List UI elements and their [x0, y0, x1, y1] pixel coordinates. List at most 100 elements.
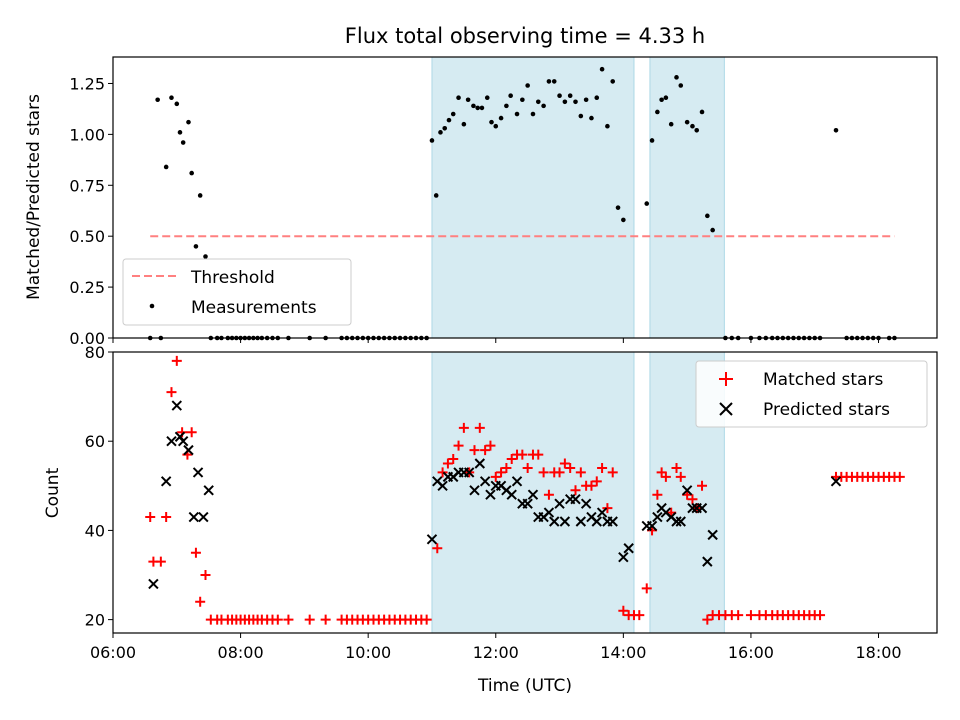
measurement-point — [504, 103, 509, 109]
predicted-star-point — [469, 485, 480, 496]
predicted-star-point — [646, 520, 658, 532]
matched-star-point — [570, 485, 581, 496]
matched-star-point — [815, 610, 826, 621]
measurement-point — [567, 93, 573, 98]
predicted-star-point — [687, 502, 698, 514]
predicted-star-point — [166, 435, 177, 447]
legend-matched-swatch — [719, 372, 733, 386]
measurement-point — [438, 130, 443, 135]
legend-measurements-swatch — [149, 303, 155, 309]
predicted-star-point — [559, 516, 571, 527]
matched-star-point — [586, 480, 597, 491]
predicted-star-point — [652, 511, 663, 523]
predicted-star-point — [171, 400, 183, 411]
matched-star-point — [559, 458, 570, 469]
matched-star-point — [538, 467, 549, 478]
measurement-point — [699, 109, 705, 115]
chart-title: Flux total observing time = 4.33 h — [345, 24, 705, 48]
measurement-point — [551, 79, 557, 84]
measurement-point — [690, 123, 695, 129]
measurement-point — [655, 109, 660, 115]
measurement-point — [446, 117, 452, 123]
matched-star-point — [490, 471, 501, 482]
x-tick-label: 06:00 — [90, 643, 136, 662]
matched-star-point — [496, 467, 507, 478]
predicted-star-point — [671, 516, 682, 527]
measurement-point — [197, 193, 203, 198]
y-tick-label: 1.00 — [69, 125, 105, 144]
measurement-point — [465, 97, 471, 103]
matched-star-point — [437, 467, 448, 478]
matched-star-point — [442, 458, 453, 469]
measurement-point — [450, 111, 456, 117]
predicted-star-point — [707, 529, 718, 541]
predicted-star-point — [188, 511, 200, 523]
measurement-point — [621, 217, 626, 223]
top-x-ticks — [112, 338, 880, 343]
measurement-point — [174, 101, 180, 107]
y-tick-label: 60 — [85, 432, 105, 451]
matched-star-point — [660, 471, 671, 482]
predicted-star-point — [474, 458, 486, 469]
matched-star-point — [480, 445, 491, 456]
matched-star-point — [894, 471, 905, 482]
measurement-point — [498, 115, 504, 121]
measurement-point — [663, 95, 669, 101]
predicted-star-point — [183, 444, 194, 456]
measurement-point — [578, 113, 584, 119]
matched-star-point — [554, 467, 565, 478]
shaded-interval — [431, 56, 635, 339]
measurement-point — [610, 79, 616, 84]
legend-predicted-swatch — [719, 402, 733, 416]
legend-measurements-label: Measurements — [191, 298, 317, 318]
matched-star-point — [320, 614, 331, 625]
matched-star-point — [145, 512, 156, 523]
measurement-point — [508, 93, 513, 98]
measurement-point — [514, 111, 520, 117]
top-panel: 0.00 0.25 0.50 0.75 1.00 1.25 Matched/Predict… — [24, 56, 938, 348]
matched-star-point — [543, 489, 554, 500]
matched-star-point — [171, 355, 182, 366]
matched-star-point — [453, 440, 464, 451]
matched-star-point — [607, 467, 618, 478]
predicted-star-point — [554, 498, 565, 509]
bottom-panel: 20 40 60 80 06:00 08:00 10:00 12:00 14:00 16:00 1… — [43, 343, 938, 696]
measurement-point — [833, 128, 839, 133]
measurement-point — [461, 121, 467, 127]
x-tick-label: 08:00 — [218, 643, 264, 662]
matched-star-point — [671, 462, 682, 473]
x-tick-label: 18:00 — [855, 643, 901, 662]
matched-star-point — [474, 422, 485, 433]
measurement-point — [186, 119, 191, 125]
measurement-point — [163, 164, 169, 170]
measurement-point — [557, 93, 562, 98]
predicted-star-point — [607, 516, 618, 527]
measurement-point — [429, 138, 435, 143]
predicted-star-point — [485, 489, 496, 500]
measurement-point — [433, 193, 439, 198]
measurement-point — [678, 83, 684, 88]
shaded-interval — [431, 351, 635, 634]
matched-star-point — [634, 610, 645, 621]
top-axes-frame — [112, 56, 938, 339]
matched-star-point — [675, 471, 686, 482]
predicted-star-point — [575, 516, 587, 527]
predicted-star-point — [511, 476, 523, 487]
measurement-point — [489, 119, 494, 125]
predicted-star-point — [675, 516, 686, 527]
measurement-point — [583, 97, 589, 103]
bottom-axes-frame — [112, 351, 938, 634]
measurement-point — [169, 95, 174, 101]
predicted-star-point — [527, 489, 539, 500]
matched-star-point — [565, 462, 576, 473]
measurement-point — [668, 121, 674, 127]
matched-star-point — [458, 422, 469, 433]
measurement-point — [562, 99, 568, 105]
matched-star-point — [469, 445, 480, 456]
y-tick-label: 0.00 — [69, 329, 105, 348]
predicted-star-point — [148, 578, 159, 590]
measurement-point — [177, 130, 183, 135]
matched-star-point — [421, 614, 432, 625]
x-tick-label: 14:00 — [600, 643, 646, 662]
matched-star-point — [641, 583, 652, 594]
